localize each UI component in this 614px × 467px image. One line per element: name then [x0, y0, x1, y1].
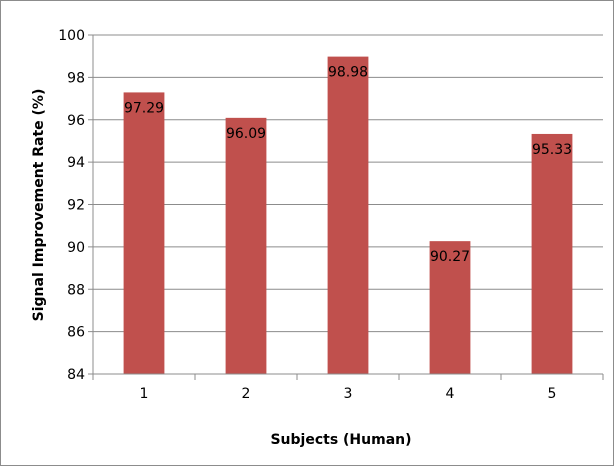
x-tick-label: 4 [446, 386, 455, 402]
y-tick-label: 84 [67, 367, 85, 383]
bar [429, 241, 471, 374]
x-axis-title: Subjects (Human) [270, 432, 411, 448]
data-labels: 97.29 96.09 98.98 90.27 95.33 [124, 65, 572, 266]
x-tick-label: 5 [548, 386, 557, 402]
data-label: 95.33 [532, 142, 572, 158]
data-label: 97.29 [124, 100, 164, 116]
y-tick-label: 90 [67, 240, 85, 256]
y-tick-label: 92 [67, 198, 85, 214]
y-tick-label: 88 [67, 282, 85, 298]
data-label: 98.98 [328, 65, 368, 81]
axes [88, 34, 604, 380]
x-tick-labels: 1 2 3 4 5 [140, 386, 557, 402]
y-axis-title: Signal Improvement Rate (%) [31, 89, 47, 322]
y-tick-label: 98 [67, 70, 85, 86]
bar [225, 117, 267, 374]
x-tick-label: 1 [140, 386, 149, 402]
y-tick-label: 100 [58, 28, 85, 44]
bar [327, 56, 369, 375]
data-label: 90.27 [430, 249, 470, 265]
bar [123, 92, 165, 374]
bar [531, 133, 573, 374]
y-tick-labels: 84 86 88 90 92 94 96 98 100 [58, 28, 85, 383]
y-tick-label: 96 [67, 113, 85, 129]
x-tick-label: 3 [344, 386, 353, 402]
y-tick-label: 86 [67, 325, 85, 341]
x-tick-label: 2 [242, 386, 251, 402]
data-label: 96.09 [226, 126, 266, 142]
y-tick-label: 94 [67, 155, 85, 171]
bars [123, 56, 573, 375]
